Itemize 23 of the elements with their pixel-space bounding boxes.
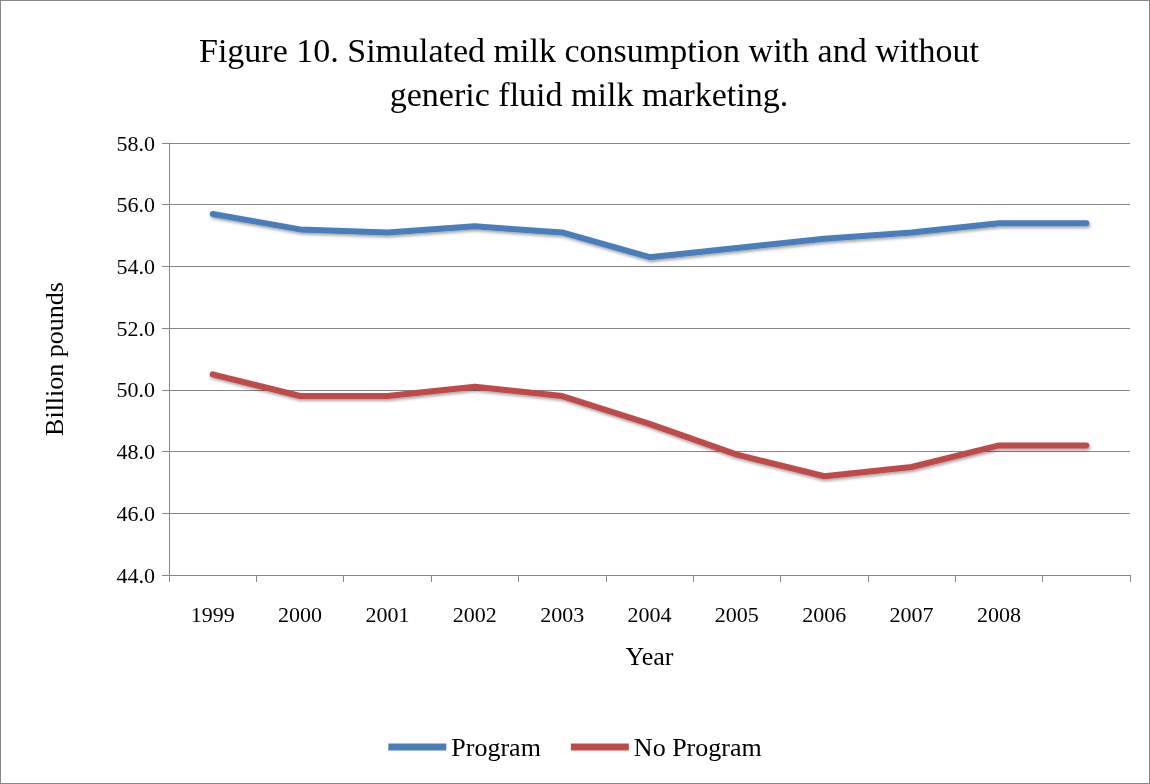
x-tick-label: 2004 <box>627 601 672 627</box>
x-tick-label: 2008 <box>976 601 1021 627</box>
chart-title: Figure 10. Simulated milk consumption with and without generic fluid milk marketing. <box>198 31 980 113</box>
x-tick-label: 2007 <box>889 601 934 627</box>
y-tick-label: 46.0 <box>116 500 155 526</box>
x-tick-label: 2003 <box>540 601 585 627</box>
y-tick-label: 44.0 <box>116 562 155 588</box>
x-tick-label: 2001 <box>365 601 410 627</box>
legend-label: No Program <box>633 732 762 762</box>
y-tick-label: 58.0 <box>116 130 155 156</box>
x-tick-label: 2000 <box>278 601 323 627</box>
y-axis-title: Billion pounds <box>39 282 69 436</box>
y-tick-label: 50.0 <box>116 377 155 403</box>
x-tick-label: 2006 <box>802 601 847 627</box>
x-tick-label: 2002 <box>452 601 497 627</box>
x-tick-label: 2005 <box>714 601 759 627</box>
x-tick-label: 1999 <box>190 601 235 627</box>
x-axis-title: Year <box>625 641 674 671</box>
y-tick-label: 52.0 <box>116 315 155 341</box>
y-tick-label: 56.0 <box>116 192 155 218</box>
y-tick-label: 54.0 <box>116 253 155 279</box>
legend-label: Program <box>451 732 541 762</box>
y-tick-label: 48.0 <box>116 439 155 465</box>
